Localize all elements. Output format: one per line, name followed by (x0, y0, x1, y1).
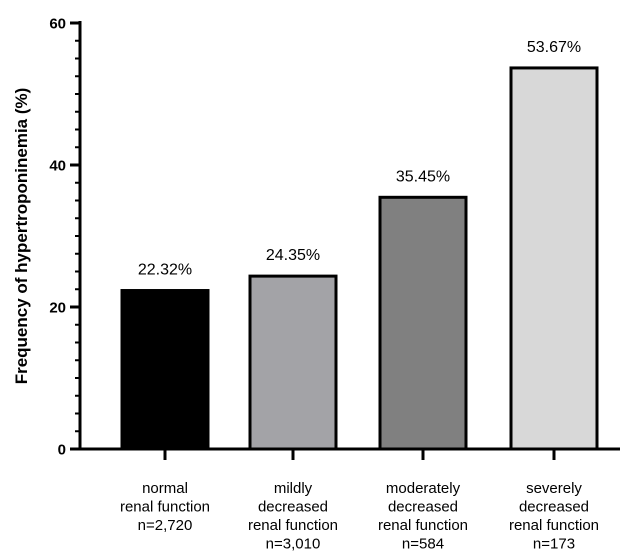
x-category-line: n=3,010 (266, 536, 321, 553)
x-category-line: n=2,720 (138, 517, 193, 534)
x-category-label-1: normal renal function n=2,720 (120, 480, 210, 534)
x-category-label-4: severely decreased renal function n=173 (509, 480, 599, 553)
x-category-line: n=173 (533, 536, 575, 553)
bar-4 (509, 66, 599, 451)
x-category-line: n=584 (402, 536, 444, 553)
x-category-line: severely (526, 480, 582, 497)
x-category-line: renal function (378, 517, 468, 534)
y-axis-label-group: Frequency of hypertroponinemia (%) (12, 88, 31, 385)
y-tick-label: 0 (58, 442, 66, 459)
data-label-4: 53.67% (527, 39, 581, 56)
x-category-line: mildly (274, 480, 313, 497)
axes-group (70, 21, 620, 460)
x-category-line: renal function (120, 499, 210, 516)
x-category-line: decreased (258, 499, 328, 516)
y-tick-label: 20 (49, 300, 66, 317)
y-tick-label: 60 (49, 16, 66, 33)
x-category-line: normal (142, 480, 188, 497)
x-category-line: moderately (386, 480, 461, 497)
x-category-label-2: mildly decreased renal function n=3,010 (248, 480, 338, 553)
data-label-2: 24.35% (266, 247, 320, 264)
x-category-line: decreased (519, 499, 589, 516)
labels-group: 22.32% 24.35% 35.45% 53.67% 0 20 40 60 normal ren… (49, 16, 599, 553)
bar-1 (120, 289, 210, 451)
y-tick-label: 40 (49, 158, 66, 175)
data-label-1: 22.32% (138, 262, 192, 279)
x-category-label-3: moderately decreased renal function n=584 (378, 480, 468, 553)
bar-2 (248, 274, 338, 451)
bar-3 (378, 195, 468, 451)
bars-group (120, 66, 599, 451)
data-label-3: 35.45% (396, 168, 450, 185)
y-axis-label: Frequency of hypertroponinemia (%) (12, 88, 31, 385)
x-category-line: decreased (388, 499, 458, 516)
x-category-line: renal function (509, 517, 599, 534)
x-category-line: renal function (248, 517, 338, 534)
